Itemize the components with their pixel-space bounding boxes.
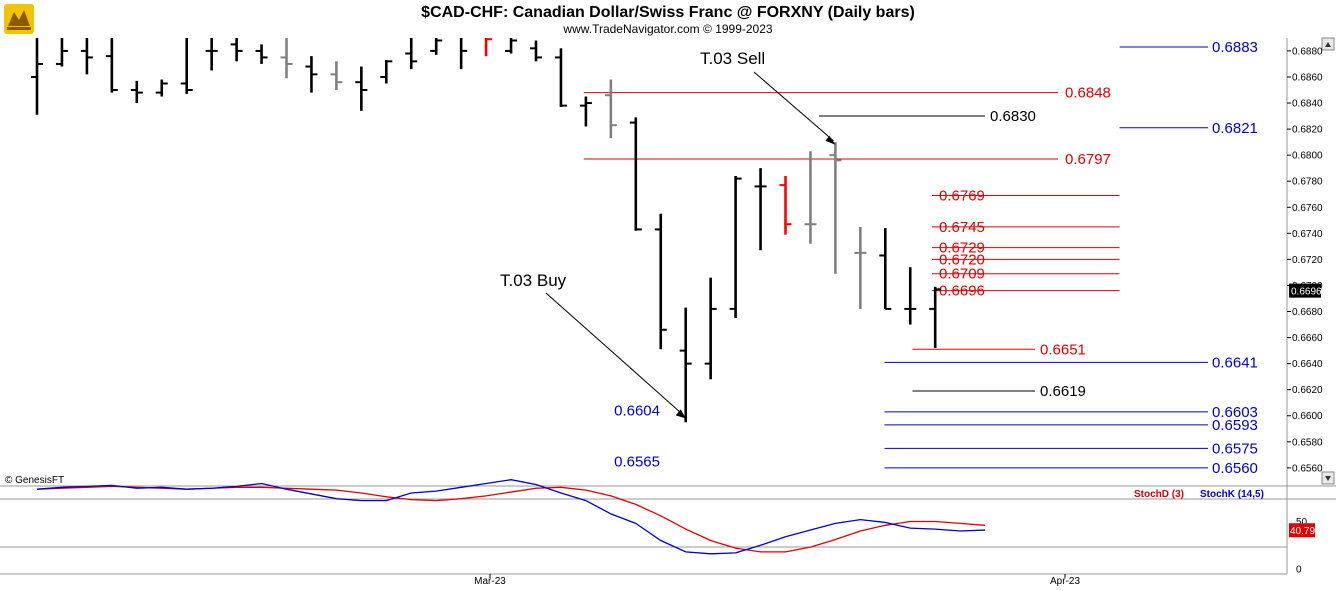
chart-subtitle: www.TradeNavigator.com © 1999-2023 xyxy=(562,22,772,36)
price-tick-label-0-6600: 0.6600 xyxy=(1292,411,1323,422)
level-label-0-6821: 0.6821 xyxy=(1212,120,1258,137)
annotation-buy-arrowhead xyxy=(675,409,686,419)
level-label-0-6769: 0.6769 xyxy=(939,188,985,205)
level-label-0-6797: 0.6797 xyxy=(1065,151,1111,168)
annotation-sell-arrow xyxy=(753,71,834,142)
price-levels: 0.6883 0.6848 0.6830 0.6821 0.6797 0.6769 0.67… xyxy=(583,39,1258,477)
level-label-0-6848: 0.6848 xyxy=(1065,85,1111,102)
level-label-0-6883: 0.6883 xyxy=(1212,39,1258,56)
price-tick-label-0-6720: 0.6720 xyxy=(1292,255,1323,266)
stoch-series-stochK xyxy=(36,479,986,555)
level-label-0-6593: 0.6593 xyxy=(1212,417,1258,434)
price-tick-label-0-6880: 0.6880 xyxy=(1292,46,1323,57)
annotation-sell-label: T.03 Sell xyxy=(700,49,765,68)
level-label-0-6575: 0.6575 xyxy=(1212,440,1258,457)
price-tick-label-0-6780: 0.6780 xyxy=(1292,177,1323,188)
price-tick-label-0-6640: 0.6640 xyxy=(1292,359,1323,370)
stoch-tick-label-50: 50 xyxy=(1296,517,1308,528)
scroll-down-icon xyxy=(1325,476,1331,481)
annotation-buy-arrow xyxy=(545,292,685,416)
annotation-sell-arrowhead xyxy=(825,135,836,145)
price-tick-label-0-6800: 0.6800 xyxy=(1292,151,1323,162)
price-tick-label-0-6860: 0.6860 xyxy=(1292,72,1323,83)
time-tick-label-Mar-23: Mar-23 xyxy=(474,576,506,587)
price-tick-label-0-6620: 0.6620 xyxy=(1292,385,1323,396)
price-tick-label-0-6840: 0.6840 xyxy=(1292,99,1323,110)
level-label-0-6560: 0.6560 xyxy=(1212,460,1258,477)
price-tick-label-0-6580: 0.6580 xyxy=(1292,437,1323,448)
price-tick-label-0-6820: 0.6820 xyxy=(1292,125,1323,136)
last-price-marker xyxy=(1289,283,1321,298)
level-label-0-6745: 0.6745 xyxy=(939,219,985,236)
level-label-0-6830: 0.6830 xyxy=(990,108,1036,125)
level-label-0-6604: 0.6604 xyxy=(614,403,660,420)
time-tick-label-Apr-23: Apr-23 xyxy=(1050,576,1080,587)
price-tick-label-0-6740: 0.6740 xyxy=(1292,229,1323,240)
time-axis: Mar-23 Apr-23 xyxy=(474,574,1080,587)
copyright-label: © GenesisFT xyxy=(5,475,64,486)
logo-icon xyxy=(4,4,34,34)
annotations: T.03 Sell T.03 Buy xyxy=(500,49,836,419)
price-tick-label-0-6560: 0.6560 xyxy=(1292,463,1323,474)
annotation-buy-label: T.03 Buy xyxy=(500,271,567,290)
level-label-0-6709: 0.6709 xyxy=(939,266,985,283)
stoch-last-value-marker xyxy=(1289,523,1315,538)
level-label-0-6720: 0.6720 xyxy=(939,251,985,268)
level-label-0-6696: 0.6696 xyxy=(939,283,985,300)
stoch-last-value-label: 40.79 xyxy=(1290,526,1315,537)
level-label-0-6603: 0.6603 xyxy=(1212,404,1258,421)
last-price-label: 0.6696 xyxy=(1291,287,1322,298)
level-label-0-6565: 0.6565 xyxy=(614,453,660,470)
stoch-legend-stochK: StochK (14,5) xyxy=(1200,489,1264,500)
ohlc-bars xyxy=(31,38,942,423)
price-tick-label-0-6660: 0.6660 xyxy=(1292,333,1323,344)
stoch-series-stochD xyxy=(36,485,986,553)
chart-title: $CAD-CHF: Canadian Dollar/Swiss Franc @ … xyxy=(421,4,915,21)
stochastic-panel: StochD (3) StochK (14,5) 50 0 40.79 xyxy=(36,479,1315,576)
scroll-up-icon xyxy=(1325,42,1331,47)
price-axis: 0.6880 0.6860 0.6840 0.6820 0.6800 0.6780 0.67… xyxy=(1287,46,1323,474)
level-label-0-6729: 0.6729 xyxy=(939,240,985,257)
price-tick-label-0-6680: 0.6680 xyxy=(1292,307,1323,318)
level-label-0-6641: 0.6641 xyxy=(1212,354,1258,371)
stoch-tick-label-0: 0 xyxy=(1296,565,1302,576)
price-tick-label-0-6760: 0.6760 xyxy=(1292,203,1323,214)
level-label-0-6619: 0.6619 xyxy=(1040,383,1086,400)
level-label-0-6651: 0.6651 xyxy=(1040,341,1086,358)
stoch-legend-stochD: StochD (3) xyxy=(1134,489,1184,500)
